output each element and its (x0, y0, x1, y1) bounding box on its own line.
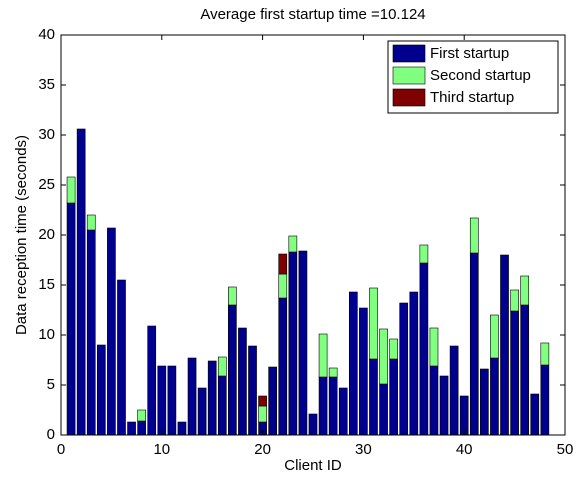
y-tick-label: 10 (38, 326, 55, 343)
bar-segment (137, 420, 146, 436)
bar-segment (96, 344, 106, 436)
bar-segment (500, 254, 509, 436)
x-tick-label: 10 (153, 441, 170, 458)
bar-segment (228, 286, 237, 306)
y-tick-label: 35 (38, 76, 55, 93)
bar-segment (127, 421, 136, 436)
bar-segment (348, 291, 358, 436)
bar-segment (389, 358, 398, 436)
bar-segment (359, 307, 368, 436)
bar-segment (258, 405, 267, 423)
bar-segment (480, 368, 489, 436)
bar-segment (217, 356, 227, 377)
legend-swatch (392, 44, 426, 63)
bar-segment (449, 345, 459, 436)
bar-segment (530, 393, 540, 436)
bar-segment (117, 279, 126, 436)
x-tick-label: 30 (355, 441, 372, 458)
bar-segment (469, 217, 479, 254)
bar-segment (369, 358, 378, 436)
bar-segment (429, 365, 439, 436)
x-tick-label: 20 (254, 441, 271, 458)
y-tick-label: 15 (38, 276, 55, 293)
y-axis-label: Data reception time (seconds) (13, 135, 30, 335)
bar-segment (258, 395, 267, 407)
x-axis-label: Client ID (284, 457, 342, 474)
bar-segment (278, 253, 288, 275)
bar-segment (409, 291, 419, 436)
bar-segment (510, 289, 519, 312)
legend-swatch (392, 66, 426, 85)
bar-segment (107, 227, 116, 436)
bar-segment (278, 273, 288, 299)
bar-segment (157, 365, 167, 436)
bar-segment (308, 413, 318, 436)
bar-segment (238, 327, 247, 436)
bar-segment (187, 357, 197, 436)
bar-segment (66, 202, 76, 436)
bar-segment (328, 376, 338, 436)
bar-segment (419, 244, 429, 264)
bar-segment (288, 235, 298, 253)
bar-segment (510, 310, 519, 436)
bar-segment (469, 252, 479, 436)
bar-segment (278, 297, 288, 436)
legend-swatch (392, 88, 426, 107)
bar-segment (338, 387, 348, 436)
bar-segment (298, 250, 308, 436)
bar-segment (369, 287, 378, 360)
bar-segment (177, 421, 187, 436)
chart-title: Average first startup time =10.124 (200, 6, 425, 23)
bar-segment (389, 338, 398, 360)
bar-segment (540, 342, 550, 366)
legend-label: Second startup (430, 67, 531, 84)
bar-segment (490, 357, 499, 436)
legend-label: Third startup (430, 89, 514, 106)
bar-segment (459, 395, 469, 436)
x-tick-label: 40 (456, 441, 473, 458)
bar-segment (318, 376, 328, 436)
bar-segment (399, 302, 409, 436)
bar-segment (328, 367, 338, 378)
legend-label: First startup (430, 45, 509, 62)
bar-segment (137, 409, 146, 422)
bar-segment (76, 128, 86, 436)
bar-segment (439, 375, 449, 436)
y-tick-label: 30 (38, 126, 55, 143)
bar-segment (490, 314, 499, 359)
y-tick-label: 0 (47, 426, 55, 443)
x-tick-label: 50 (557, 441, 574, 458)
bar-segment (167, 365, 177, 436)
y-tick-label: 5 (47, 376, 55, 393)
bar-segment (147, 325, 157, 436)
bar-segment (288, 251, 298, 436)
bar-segment (197, 387, 207, 436)
bar-segment (419, 262, 429, 436)
y-tick-label: 40 (38, 26, 55, 43)
bar-segment (429, 327, 439, 367)
bar-segment (86, 214, 96, 231)
bar-segment (207, 360, 217, 436)
y-tick-label: 25 (38, 176, 55, 193)
y-tick-label: 20 (38, 226, 55, 243)
bar-segment (318, 333, 328, 378)
bar-segment (268, 366, 278, 436)
bar-segment (248, 345, 257, 436)
bar-segment (228, 304, 237, 436)
bar-segment (520, 304, 530, 436)
bar-segment (379, 383, 388, 436)
bar-segment (379, 328, 388, 385)
bar-segment (86, 229, 96, 436)
bar-segment (217, 375, 227, 436)
bar-segment (66, 176, 76, 204)
x-tick-label: 0 (57, 441, 65, 458)
bar-segment (540, 364, 550, 436)
bar-segment (520, 275, 530, 306)
